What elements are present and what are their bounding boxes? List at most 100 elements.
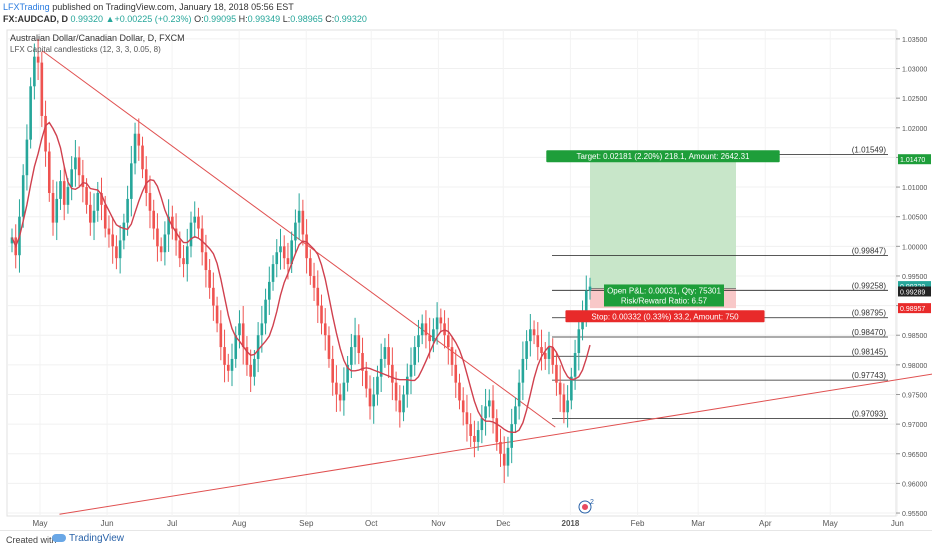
candle-body — [323, 323, 327, 336]
grid — [7, 30, 898, 516]
candle — [432, 318, 435, 353]
candle — [558, 365, 562, 412]
level-label: (0.98145) — [852, 347, 887, 356]
candle — [264, 288, 267, 335]
price-flag-bg — [898, 281, 931, 292]
candle — [420, 314, 424, 345]
candle-body — [238, 323, 241, 336]
symbol-label[interactable]: FX:AUDCAD, D — [3, 14, 68, 24]
candle-body — [566, 400, 569, 413]
candle-body — [491, 400, 495, 419]
candle-body — [189, 222, 193, 247]
candle — [305, 219, 308, 274]
candle-body — [439, 317, 443, 324]
candle-body — [77, 157, 81, 176]
candle-body — [253, 358, 256, 377]
candle-body — [268, 281, 271, 300]
time-axis[interactable]: May Jun Jul Aug Sep Oct Nov Dec 2018 Feb Mar Apr May… — [32, 519, 903, 528]
chart-header: LFXTrading published on TradingView.com,… — [0, 0, 932, 30]
y-tick-label: 1.03500 — [902, 37, 927, 44]
candle-body — [85, 187, 88, 205]
candle-body — [115, 246, 118, 259]
candle-body — [584, 290, 588, 312]
candle — [115, 235, 118, 270]
candle-body — [178, 240, 182, 259]
price-axis[interactable]: 1.035001.030001.025001.020001.015001.010… — [896, 37, 931, 518]
event-marker[interactable]: 2 — [578, 499, 594, 514]
y-tick-label: 1.00500 — [902, 215, 927, 222]
level-label: (0.99847) — [852, 246, 887, 255]
candle-body — [499, 441, 502, 454]
candle — [92, 193, 96, 241]
candle-body — [96, 192, 100, 211]
candle-body — [204, 252, 208, 271]
candle-body — [364, 370, 368, 389]
candle — [342, 367, 346, 416]
level-label: (0.99258) — [852, 281, 887, 290]
position-labels: Target: 0.02181 (2.20%) 218.1, Amount: 2… — [546, 150, 780, 323]
candle-body — [301, 210, 305, 235]
candle-body — [92, 210, 96, 223]
candle — [282, 235, 286, 270]
candle-body — [312, 275, 316, 288]
candle — [159, 237, 163, 262]
candle-body — [271, 264, 275, 282]
candle — [499, 428, 502, 467]
candle — [126, 185, 129, 236]
candle — [409, 347, 413, 395]
candle-body — [137, 133, 141, 146]
candle — [316, 270, 320, 324]
candle — [40, 51, 44, 127]
candle-body — [517, 382, 521, 407]
candle — [458, 373, 461, 410]
candle — [241, 305, 245, 365]
candle-body — [327, 335, 331, 359]
candle — [10, 228, 14, 253]
candle — [335, 365, 338, 412]
candle — [413, 336, 417, 376]
y-tick-label: 0.98000 — [902, 363, 927, 370]
candle-body — [249, 364, 252, 377]
candle — [271, 255, 275, 291]
candle-body — [144, 169, 148, 193]
candle-body — [428, 335, 431, 342]
candle-body — [529, 329, 532, 342]
low-label: L: — [282, 14, 291, 24]
candle — [215, 296, 219, 333]
candle-body — [260, 323, 264, 336]
candle — [450, 336, 454, 376]
candle-body — [484, 406, 487, 419]
y-tick-label: 0.96500 — [902, 452, 927, 459]
candle-body — [148, 192, 152, 211]
candle-body — [502, 453, 506, 466]
x-tick-label: Aug — [232, 519, 246, 528]
price-flag-text: 0.98957 — [900, 306, 925, 313]
candle-body — [476, 430, 480, 442]
candle — [234, 326, 238, 368]
y-tick-label: 1.03000 — [902, 67, 927, 74]
candle-body — [118, 240, 122, 259]
candle-body — [357, 335, 361, 354]
candle — [81, 159, 85, 203]
candle — [536, 322, 540, 361]
x-tick-label: Jun — [891, 519, 904, 528]
level-label: (0.98795) — [852, 309, 887, 318]
tradingview-logo[interactable]: TradingView — [52, 533, 124, 544]
candle — [484, 388, 487, 436]
plot-area[interactable] — [6, 29, 897, 517]
candle — [506, 436, 510, 477]
candle — [570, 367, 573, 410]
candle-body — [111, 234, 114, 247]
candle — [163, 221, 167, 266]
candle-body — [391, 364, 394, 383]
candle — [122, 213, 126, 250]
candle-body — [197, 216, 200, 229]
author-link[interactable]: LFXTrading — [3, 2, 50, 12]
candle-body — [473, 435, 476, 442]
candle-body — [417, 335, 420, 348]
candle — [249, 349, 252, 393]
price-chart[interactable]: (1.01549) (0.99847) (0.99258) (0.98795) (0.9… — [0, 0, 932, 530]
candle-body — [469, 424, 472, 436]
candle-body — [510, 424, 513, 448]
candle — [219, 310, 223, 361]
